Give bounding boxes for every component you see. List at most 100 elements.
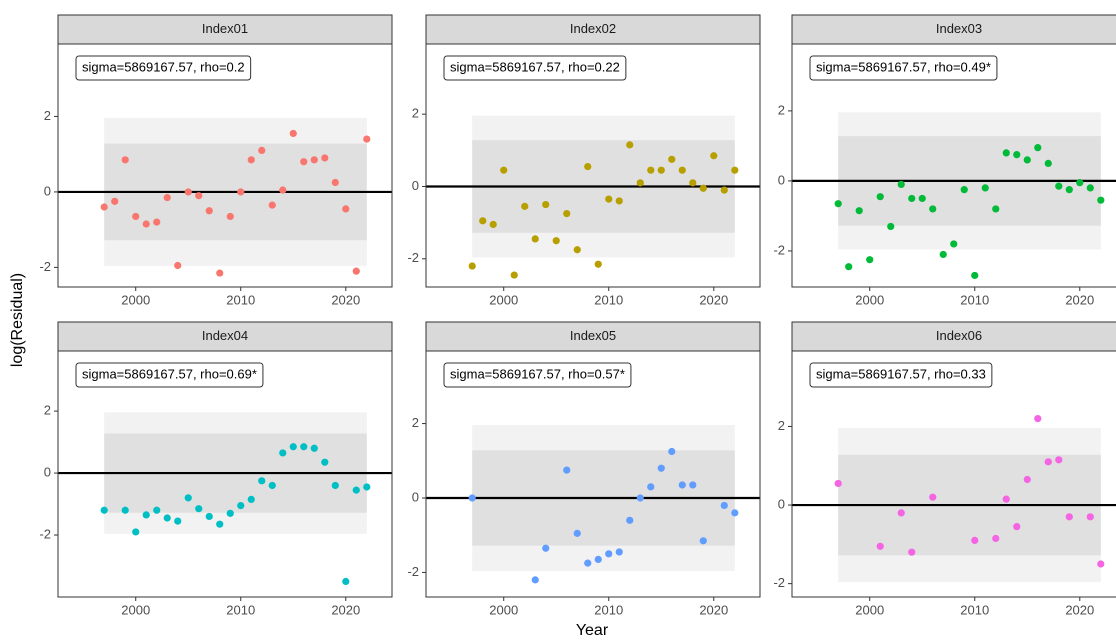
x-tick-label: 2000 bbox=[489, 292, 518, 307]
point bbox=[636, 494, 644, 502]
annotation: sigma=5869167.57, rho=0.69* bbox=[82, 366, 257, 381]
point bbox=[174, 517, 182, 525]
x-tick-label: 2010 bbox=[594, 602, 623, 617]
point bbox=[573, 246, 581, 254]
panel-title: Index02 bbox=[570, 21, 616, 36]
point bbox=[594, 260, 602, 268]
annotation-box bbox=[443, 55, 627, 81]
y-tick-label: 0 bbox=[44, 183, 51, 198]
point bbox=[1013, 523, 1021, 531]
point bbox=[887, 222, 895, 231]
panel-border bbox=[791, 350, 1116, 598]
point bbox=[489, 220, 497, 229]
x-tick-label: 2020 bbox=[1065, 292, 1094, 307]
point bbox=[216, 520, 224, 528]
point bbox=[1097, 196, 1105, 204]
point bbox=[615, 548, 623, 556]
point bbox=[876, 542, 884, 550]
point bbox=[1034, 144, 1042, 152]
point bbox=[731, 166, 739, 174]
strip bbox=[57, 14, 393, 45]
point bbox=[1086, 184, 1094, 192]
point bbox=[321, 154, 329, 162]
point bbox=[897, 180, 905, 189]
point bbox=[552, 237, 560, 245]
y-tick-label: -2 bbox=[39, 526, 51, 541]
point bbox=[163, 514, 171, 522]
panel-border bbox=[425, 43, 761, 288]
point bbox=[563, 466, 571, 474]
point bbox=[468, 494, 476, 502]
point bbox=[731, 509, 739, 517]
point bbox=[897, 509, 905, 517]
annotation-box bbox=[809, 362, 993, 388]
panel-title: Index05 bbox=[570, 328, 616, 343]
annotation-box bbox=[443, 362, 632, 388]
strip bbox=[791, 321, 1116, 352]
y-tick-label: 0 bbox=[44, 465, 51, 480]
point bbox=[531, 235, 539, 243]
point bbox=[908, 194, 916, 203]
y-tick-label: -2 bbox=[39, 259, 51, 274]
panel-border bbox=[57, 43, 393, 288]
point bbox=[678, 481, 686, 489]
point bbox=[342, 577, 350, 586]
point bbox=[1044, 458, 1052, 466]
point bbox=[468, 262, 476, 270]
point bbox=[929, 205, 937, 213]
point bbox=[1065, 186, 1073, 194]
point bbox=[321, 458, 329, 466]
point bbox=[971, 536, 979, 545]
point bbox=[279, 449, 287, 457]
point bbox=[237, 188, 245, 196]
point bbox=[352, 267, 360, 275]
point bbox=[363, 135, 371, 143]
point bbox=[132, 212, 140, 221]
point bbox=[720, 186, 728, 194]
point bbox=[1044, 159, 1052, 167]
y-axis-label: log(Residual) bbox=[9, 273, 26, 367]
y-tick-label: 2 bbox=[412, 106, 419, 121]
panel-border bbox=[791, 43, 1116, 288]
annotation: sigma=5869167.57, rho=0.49* bbox=[816, 59, 991, 74]
point bbox=[226, 509, 234, 517]
point bbox=[1076, 179, 1084, 187]
y-tick-label: 2 bbox=[44, 403, 51, 418]
panel-title: Index01 bbox=[202, 21, 248, 36]
point bbox=[918, 194, 926, 203]
point bbox=[153, 218, 161, 226]
point bbox=[950, 240, 958, 248]
annotation-box bbox=[75, 55, 252, 81]
x-tick-label: 2020 bbox=[699, 292, 728, 307]
point bbox=[531, 576, 539, 584]
point bbox=[258, 477, 266, 485]
x-tick-label: 2010 bbox=[226, 292, 255, 307]
y-tick-label: -2 bbox=[407, 250, 419, 265]
point bbox=[205, 512, 213, 521]
panel-title: Index06 bbox=[936, 328, 982, 343]
panel-border bbox=[425, 350, 761, 598]
point bbox=[876, 193, 884, 201]
point bbox=[111, 197, 119, 205]
y-tick-label: 2 bbox=[778, 102, 785, 117]
annotation-box bbox=[75, 362, 264, 388]
point bbox=[300, 158, 308, 166]
point bbox=[279, 186, 287, 194]
point bbox=[1023, 156, 1031, 164]
point bbox=[960, 186, 968, 194]
annotation: sigma=5869167.57, rho=0.57* bbox=[450, 366, 625, 381]
point bbox=[237, 502, 245, 510]
point bbox=[142, 220, 150, 228]
point bbox=[310, 156, 318, 164]
x-tick-label: 2000 bbox=[855, 602, 884, 617]
point bbox=[855, 207, 863, 215]
point bbox=[720, 501, 728, 510]
x-tick-label: 2020 bbox=[699, 602, 728, 617]
point bbox=[247, 495, 255, 504]
point bbox=[363, 483, 371, 491]
point bbox=[247, 156, 255, 164]
point bbox=[500, 166, 508, 174]
point bbox=[226, 212, 234, 221]
point bbox=[1065, 513, 1073, 521]
